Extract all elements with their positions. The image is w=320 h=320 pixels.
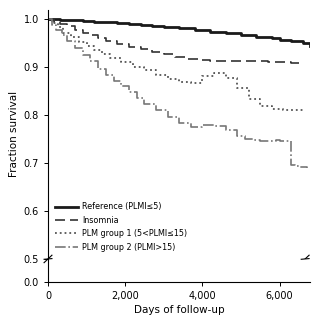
X-axis label: Days of follow-up: Days of follow-up	[134, 305, 225, 315]
Legend: Reference (PLMI≤5), Insomnia, PLM group 1 (5<PLMI≤15), PLM group 2 (PLMI>15): Reference (PLMI≤5), Insomnia, PLM group …	[52, 199, 190, 255]
Y-axis label: Fraction survival: Fraction survival	[9, 91, 20, 177]
